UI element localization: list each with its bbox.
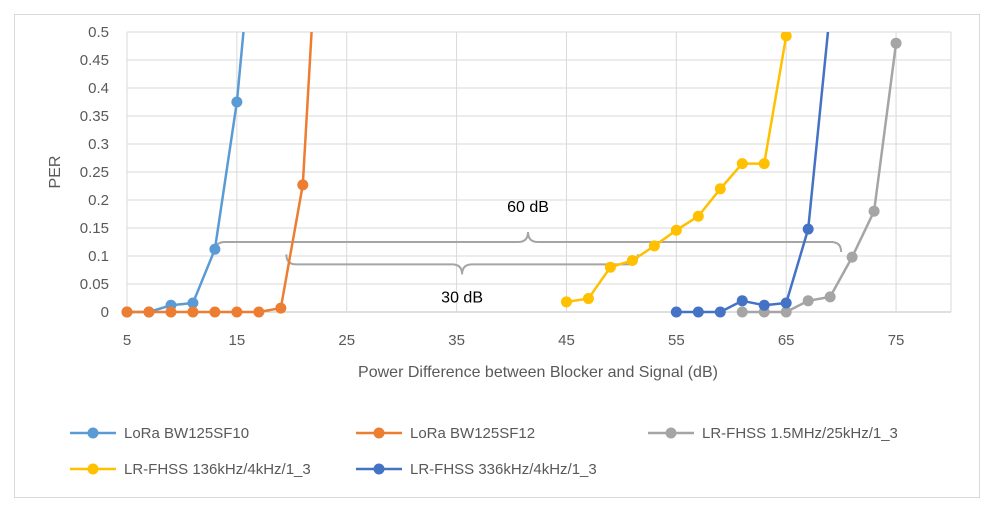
data-point xyxy=(802,223,814,235)
y-tick-label: 0.3 xyxy=(88,136,109,153)
data-point xyxy=(780,306,792,318)
y-tick-label: 0.35 xyxy=(80,108,109,125)
data-point xyxy=(670,306,682,318)
data-point xyxy=(780,297,792,309)
y-tick-label: 0.15 xyxy=(80,220,109,237)
data-point xyxy=(824,291,836,303)
legend-item: LoRa BW125SF10 xyxy=(70,425,249,442)
data-point xyxy=(604,261,616,273)
annotation-bracket xyxy=(285,254,639,275)
data-point xyxy=(758,158,770,170)
series-line xyxy=(742,43,898,314)
data-point xyxy=(714,306,726,318)
legend-label: LR-FHSS 1.5MHz/25kHz/1_3 xyxy=(702,425,898,442)
series-lr-fhss-136khz-4khz-1-3 xyxy=(560,32,792,308)
legend-label: LR-FHSS 336kHz/4kHz/1_3 xyxy=(410,461,597,478)
data-point xyxy=(692,210,704,222)
legend-swatch-marker xyxy=(665,427,677,439)
x-tick-label: 35 xyxy=(448,332,465,349)
data-point xyxy=(187,297,199,309)
data-point xyxy=(253,306,265,318)
legend: LoRa BW125SF10 LoRa BW125SF12 LR-FHSS 1.5M… xyxy=(70,425,898,478)
y-tick-label: 0.25 xyxy=(80,164,109,181)
legend-swatch-marker xyxy=(373,427,385,439)
legend-label: LR-FHSS 136kHz/4kHz/1_3 xyxy=(124,461,311,478)
y-axis-title: PER xyxy=(47,156,64,189)
y-tick-label: 0.4 xyxy=(88,80,109,97)
legend-label: LoRa BW125SF10 xyxy=(124,425,249,442)
data-point xyxy=(758,299,770,311)
legend-item: LR-FHSS 1.5MHz/25kHz/1_3 xyxy=(648,425,898,442)
grid-lines xyxy=(126,31,952,313)
x-axis-title: Power Difference between Blocker and Sig… xyxy=(358,364,718,381)
legend-label: LoRa BW125SF12 xyxy=(410,425,535,442)
annotation-label: 30 dB xyxy=(441,289,483,306)
data-point xyxy=(187,306,199,318)
y-tick-label: 0.45 xyxy=(80,52,109,69)
axes: 0 0.05 0.1 0.15 0.2 0.25 0.3 0.35 0.4 0.45 0.5 5 15 2… xyxy=(80,24,905,349)
series-lr-fhss-336khz-4khz-1-3 xyxy=(670,32,830,318)
data-point xyxy=(582,293,594,305)
data-point xyxy=(209,306,221,318)
x-tick-label: 55 xyxy=(668,332,685,349)
data-point xyxy=(209,243,221,255)
y-tick-label: 0 xyxy=(101,304,109,321)
series-line xyxy=(127,32,313,314)
data-point xyxy=(846,251,858,263)
legend-item: LR-FHSS 136kHz/4kHz/1_3 xyxy=(70,461,311,478)
data-point xyxy=(231,306,243,318)
data-point xyxy=(890,37,902,49)
annotations: 60 dB 30 dB xyxy=(213,199,843,306)
series-lora-bw125sf12 xyxy=(121,32,313,318)
y-tick-label: 0.2 xyxy=(88,192,109,209)
data-point xyxy=(275,302,287,314)
y-tick-label: 0.05 xyxy=(80,276,109,293)
legend-item: LoRa BW125SF12 xyxy=(356,425,535,442)
data-point xyxy=(648,240,660,252)
annotation-label: 60 dB xyxy=(507,199,549,216)
data-point xyxy=(670,224,682,236)
legend-swatch-marker xyxy=(373,463,385,475)
legend-swatch-marker xyxy=(87,463,99,475)
series-lora-bw125sf10 xyxy=(121,32,245,318)
x-tick-label: 5 xyxy=(123,332,131,349)
legend-item: LR-FHSS 336kHz/4kHz/1_3 xyxy=(356,461,597,478)
x-tick-label: 65 xyxy=(778,332,795,349)
series-group xyxy=(121,32,902,318)
data-point xyxy=(802,295,814,307)
x-tick-label: 15 xyxy=(229,332,246,349)
data-point xyxy=(868,205,880,217)
series-lr-fhss-1-5mhz-25khz-1-3 xyxy=(736,37,902,318)
data-point xyxy=(143,306,155,318)
y-tick-label: 0.1 xyxy=(88,248,109,265)
data-point xyxy=(165,306,177,318)
data-point xyxy=(736,158,748,170)
data-point xyxy=(121,306,133,318)
data-point xyxy=(560,296,572,308)
data-point xyxy=(736,306,748,318)
annotation-bracket xyxy=(213,231,843,253)
data-point xyxy=(780,32,792,42)
y-tick-label: 0.5 xyxy=(88,24,109,41)
x-tick-label: 75 xyxy=(888,332,905,349)
data-point xyxy=(736,295,748,307)
data-point xyxy=(714,183,726,195)
data-point xyxy=(626,254,638,266)
data-point xyxy=(692,306,704,318)
x-tick-label: 25 xyxy=(338,332,355,349)
legend-swatch-marker xyxy=(87,427,99,439)
data-point xyxy=(297,179,309,191)
x-tick-label: 45 xyxy=(558,332,575,349)
data-point xyxy=(231,96,243,108)
